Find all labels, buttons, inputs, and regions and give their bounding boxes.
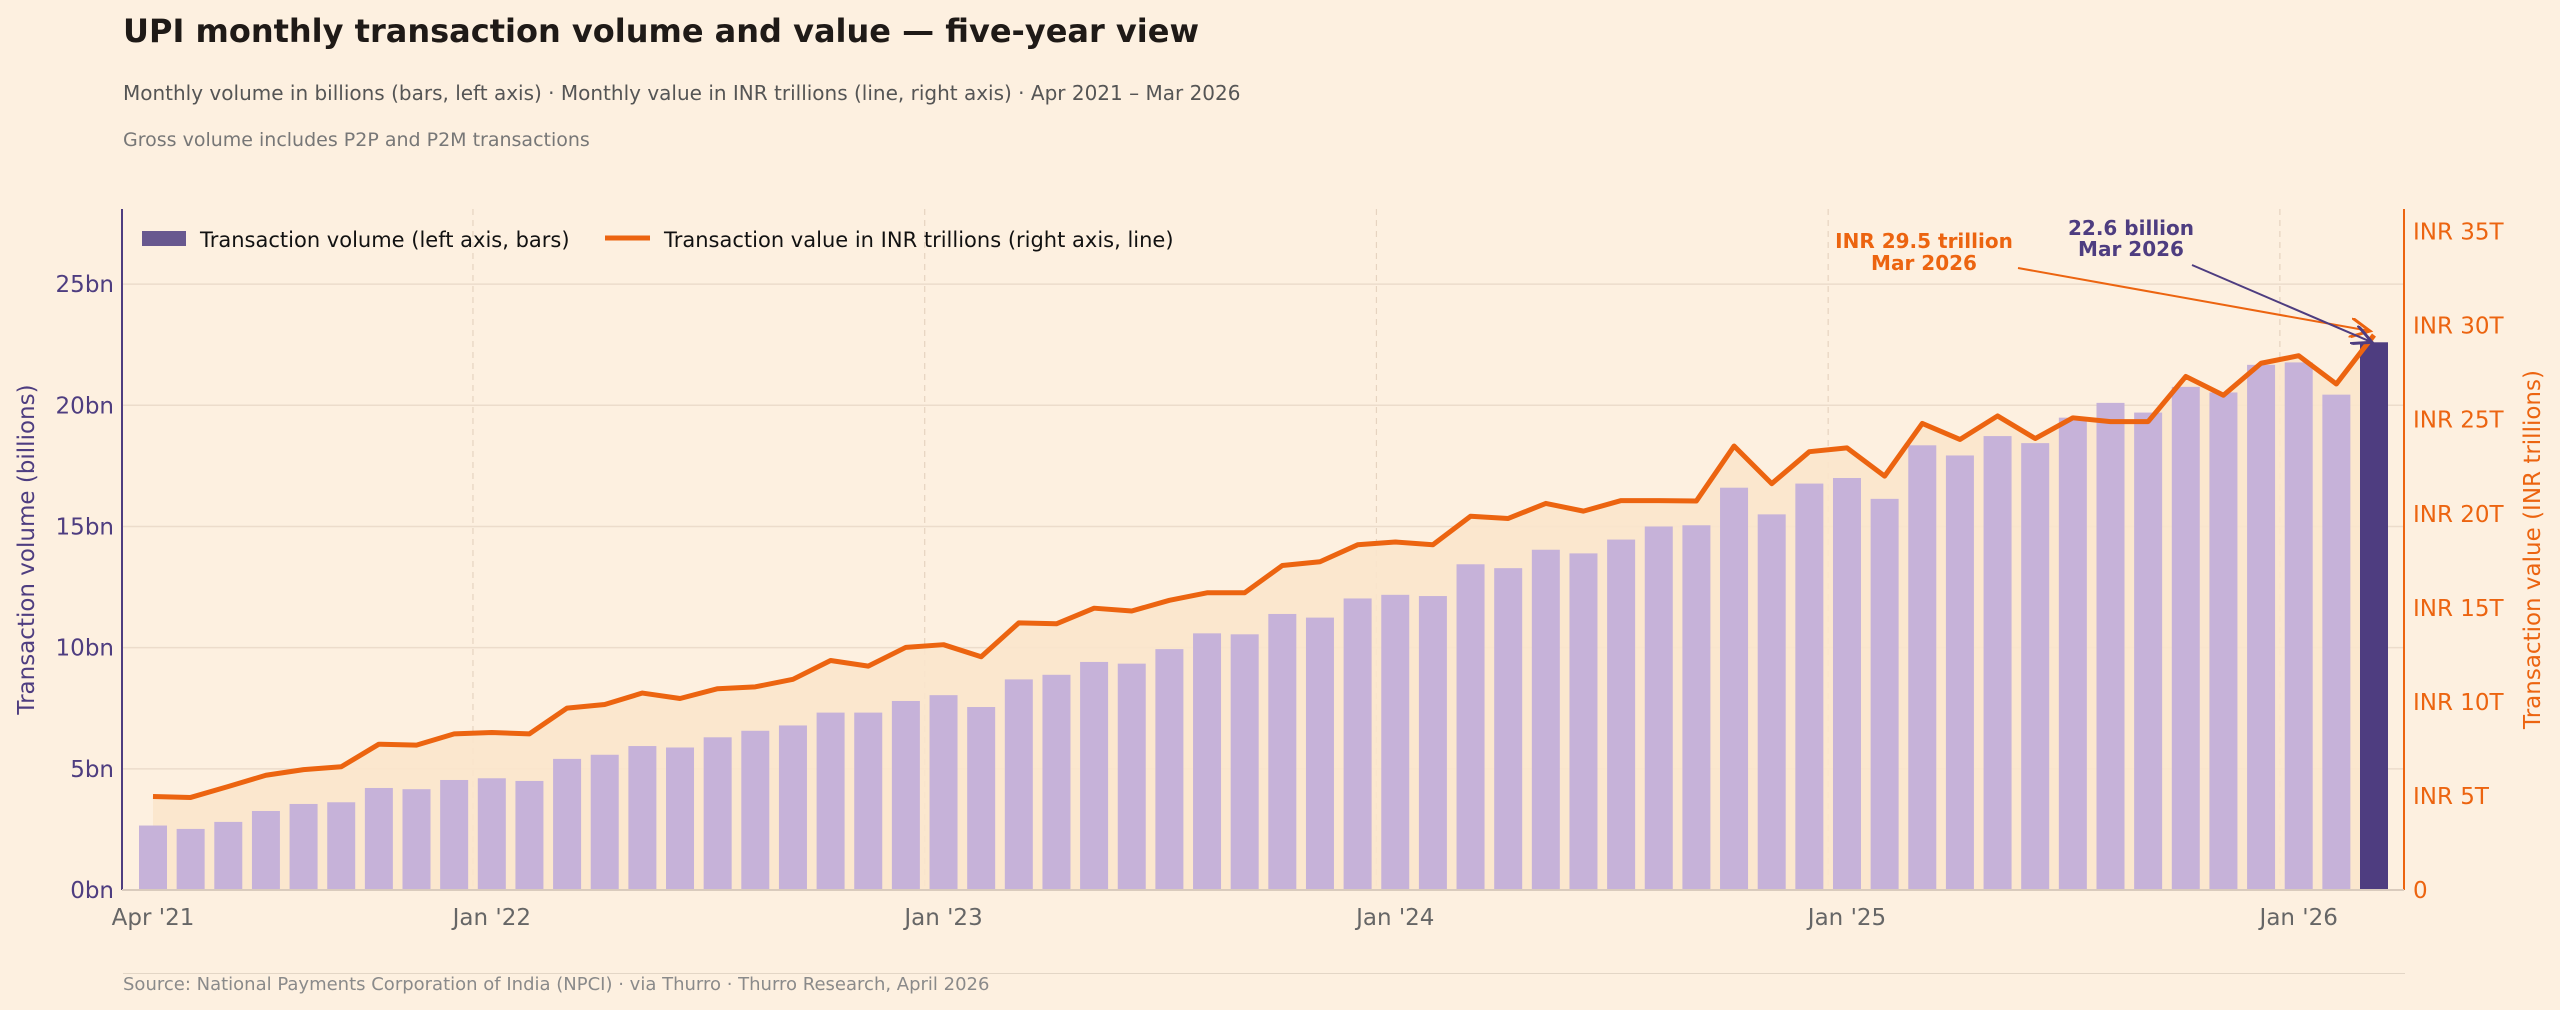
volume-bar	[1832, 478, 1861, 890]
volume-bar	[1908, 445, 1937, 890]
y-tick-right: INR 25T	[2413, 408, 2505, 434]
value-line	[152, 333, 2376, 800]
y-axis-label-left: Transaction volume (billions)	[14, 384, 40, 715]
annotation-arrow-volume	[2191, 264, 2372, 342]
volume-bar	[176, 828, 205, 890]
x-tick: Jan '26	[2258, 905, 2338, 931]
volume-bar	[854, 712, 883, 890]
annotation-volume-month: Mar 2026	[2078, 237, 2184, 261]
volume-bar	[2021, 443, 2050, 890]
x-tick: Jan '23	[902, 905, 982, 931]
y-tick-left: 25bn	[56, 272, 114, 298]
volume-bar	[364, 787, 393, 890]
y-tick-left: 0bn	[70, 878, 114, 904]
volume-bar	[1531, 549, 1560, 890]
volume-bar	[1305, 617, 1334, 890]
y-tick-right: INR 35T	[2413, 220, 2505, 246]
volume-bar	[2058, 417, 2087, 890]
volume-bar	[1155, 649, 1184, 890]
volume-bar	[515, 780, 544, 890]
volume-bar	[251, 810, 280, 890]
volume-bar	[1418, 596, 1447, 890]
volume-bar	[666, 747, 695, 890]
y-tick-right: INR 20T	[2413, 502, 2505, 528]
legend-swatch-volume	[142, 231, 186, 246]
volume-bar	[327, 802, 356, 890]
volume-bar	[289, 803, 318, 890]
volume-bar	[2360, 342, 2388, 890]
volume-bar	[1945, 455, 1974, 890]
volume-bar	[1682, 525, 1711, 890]
legend-label-value: Transaction value in INR trillions (righ…	[663, 228, 1174, 252]
volume-bar	[816, 712, 845, 890]
y-tick-right: INR 30T	[2413, 314, 2505, 340]
y-tick-right: INR 5T	[2413, 784, 2490, 810]
y-tick-left: 10bn	[56, 636, 114, 662]
volume-bar	[703, 737, 732, 890]
x-tick: Jan '24	[1354, 905, 1434, 931]
chart-note: Gross volume includes P2P and P2M transa…	[123, 129, 590, 151]
volume-bar	[891, 700, 920, 890]
volume-bar	[1757, 514, 1786, 890]
volume-bar	[1870, 498, 1899, 890]
x-tick: Apr '21	[112, 905, 195, 931]
volume-bar	[2171, 386, 2200, 890]
volume-bar	[1795, 483, 1824, 890]
volume-bar	[1720, 487, 1749, 890]
volume-bar	[1607, 539, 1636, 890]
volume-bar	[1004, 679, 1033, 890]
volume-bar	[1644, 526, 1673, 890]
volume-bar	[1494, 568, 1523, 890]
volume-bar	[1456, 564, 1485, 890]
annotation-volume-amount: 22.6 billion	[2068, 216, 2194, 240]
volume-bar	[2134, 412, 2163, 890]
volume-bar	[778, 725, 807, 890]
volume-bar	[929, 695, 958, 890]
volume-bar	[1381, 594, 1410, 890]
y-tick-left: 20bn	[56, 393, 114, 419]
volume-bar	[1268, 613, 1297, 890]
annotation-arrow-value	[2017, 267, 2370, 331]
volume-bar	[628, 746, 657, 890]
x-tick: Jan '25	[1806, 905, 1886, 931]
volume-bar	[1230, 634, 1259, 890]
y-axis-label-right: Transaction value (INR trillions)	[2520, 370, 2546, 730]
volume-bar	[440, 779, 469, 890]
volume-bar	[2209, 392, 2238, 890]
volume-bar	[741, 730, 770, 890]
y-tick-left: 15bn	[56, 514, 114, 540]
volume-bar	[139, 825, 167, 890]
volume-bar	[477, 778, 506, 890]
y-tick-right: INR 10T	[2413, 690, 2505, 716]
volume-bar	[1569, 553, 1598, 890]
volume-bar	[2322, 394, 2351, 890]
annotation-value-amount: INR 29.5 trillion	[1835, 229, 2013, 253]
volume-bar	[2247, 364, 2276, 890]
chart-title: UPI monthly transaction volume and value…	[123, 12, 1199, 50]
volume-bar	[1080, 661, 1109, 890]
volume-bar	[2284, 362, 2313, 891]
volume-bar	[1042, 674, 1071, 890]
volume-bar	[214, 821, 243, 890]
y-tick-right: 0	[2413, 878, 2428, 904]
volume-bar	[553, 758, 582, 890]
legend-label-volume: Transaction volume (left axis, bars)	[199, 228, 570, 252]
volume-bar	[1343, 598, 1372, 890]
volume-bar	[2096, 402, 2125, 890]
volume-bar	[967, 707, 996, 890]
y-tick-left: 5bn	[70, 757, 114, 783]
volume-bar	[590, 754, 619, 890]
source-note: Source: National Payments Corporation of…	[123, 974, 990, 995]
x-tick: Jan '22	[451, 905, 531, 931]
volume-bar	[1193, 633, 1222, 890]
annotation-value-month: Mar 2026	[1871, 251, 1977, 275]
y-tick-right: INR 15T	[2413, 596, 2505, 622]
chart-subtitle: Monthly volume in billions (bars, left a…	[123, 81, 1241, 105]
volume-bar	[1983, 436, 2012, 890]
volume-bar	[1117, 663, 1146, 890]
volume-bar	[402, 789, 431, 890]
footer-divider	[123, 973, 2405, 974]
